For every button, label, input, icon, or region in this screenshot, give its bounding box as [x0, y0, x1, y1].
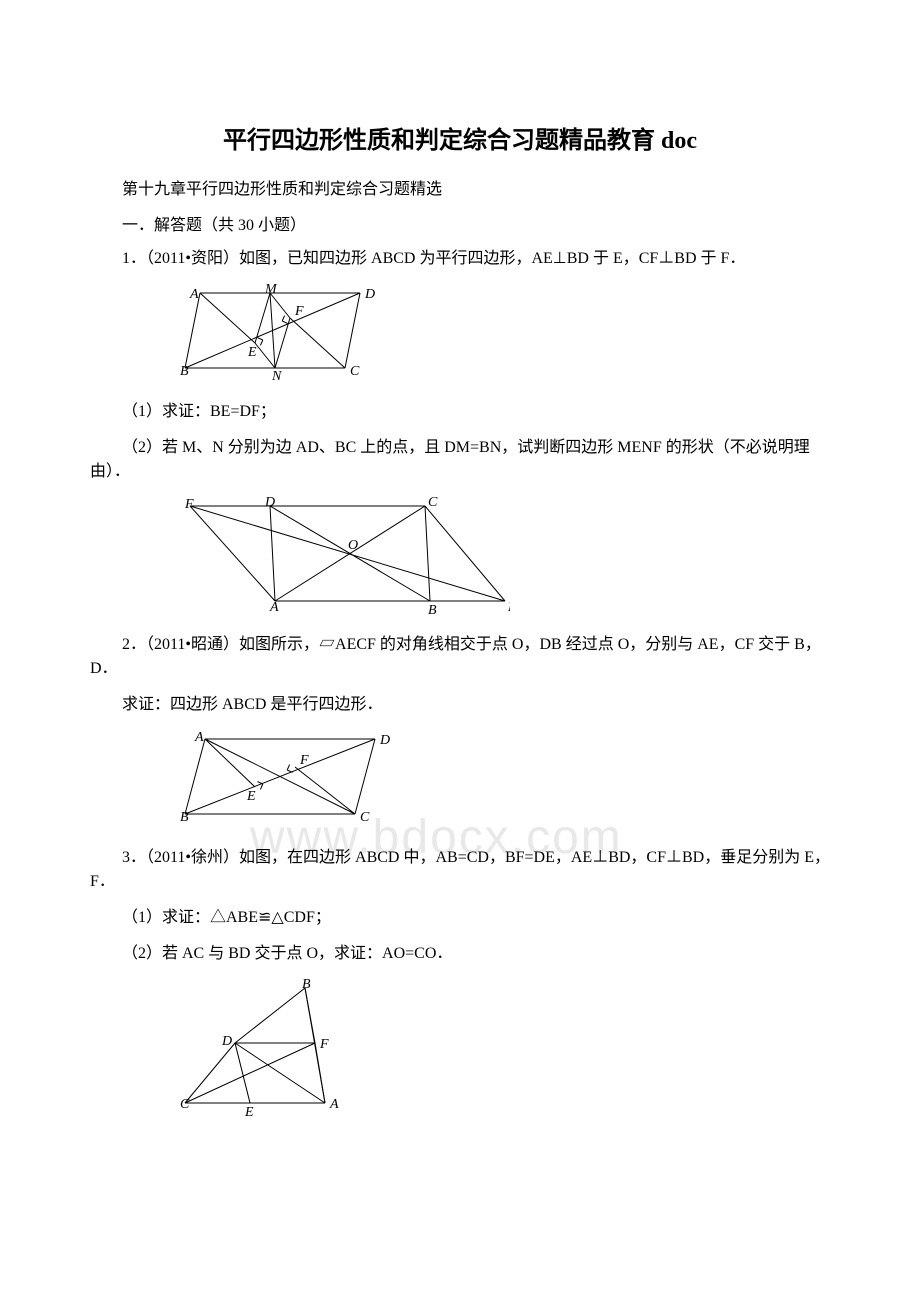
svg-text:N: N: [271, 369, 282, 383]
page-title: 平行四边形性质和判定综合习题精品教育 doc: [90, 120, 830, 155]
figure-1: A M D B N C E F: [180, 283, 830, 388]
svg-text:D: D: [364, 287, 375, 302]
problem-1-sub2: （2）若 M、N 分别为边 AD、BC 上的点，且 DM=BN，试判断四边形 M…: [90, 436, 830, 484]
svg-text:A: A: [194, 730, 204, 745]
figure-3: A D B C E F: [180, 729, 830, 834]
svg-text:M: M: [264, 283, 278, 297]
svg-text:C: C: [350, 364, 360, 379]
svg-text:C: C: [428, 496, 438, 510]
svg-text:A: A: [189, 287, 199, 302]
svg-text:O: O: [348, 538, 358, 553]
problem-3-sub1: （1）求证：△ABE≌△CDF；: [90, 906, 830, 930]
problem-1-sub1: （1）求证：BE=DF；: [90, 400, 830, 424]
svg-text:D: D: [221, 1034, 232, 1049]
svg-text:A: A: [269, 600, 279, 615]
svg-text:F: F: [299, 753, 309, 768]
svg-text:E: E: [247, 345, 257, 360]
problem-3-sub2: （2）若 AC 与 BD 交于点 O，求证：AO=CO．: [90, 942, 830, 966]
svg-text:B: B: [302, 978, 311, 992]
problem-1-text: 1．（2011•资阳）如图，已知四边形 ABCD 为平行四边形，AE⊥BD 于 …: [90, 247, 830, 271]
svg-text:E: E: [244, 1105, 254, 1118]
svg-text:F: F: [294, 304, 304, 319]
svg-text:D: D: [264, 496, 275, 510]
problem-2-text: 2．（2011•昭通）如图所示，▱AECF 的对角线相交于点 O，DB 经过点 …: [90, 633, 830, 681]
figure-2: F D C A B E O: [180, 496, 830, 621]
svg-text:C: C: [360, 810, 370, 825]
svg-text:C: C: [180, 1097, 190, 1112]
svg-text:F: F: [319, 1037, 329, 1052]
figure-4: B D F C E A: [180, 978, 830, 1123]
problem-3-text: 3．（2011•徐州）如图，在四边形 ABCD 中，AB=CD，BF=DE，AE…: [90, 846, 830, 894]
svg-text:B: B: [180, 364, 189, 379]
problem-2-sub1: 求证：四边形 ABCD 是平行四边形．: [90, 693, 830, 717]
section-label: 一．解答题（共 30 小题）: [90, 211, 830, 235]
svg-text:E: E: [246, 789, 256, 804]
svg-text:E: E: [507, 600, 510, 615]
svg-text:A: A: [329, 1097, 339, 1112]
svg-text:D: D: [379, 733, 390, 748]
chapter-subtitle: 第十九章平行四边形性质和判定综合习题精选: [90, 175, 830, 199]
svg-text:B: B: [428, 603, 437, 616]
svg-text:F: F: [184, 497, 194, 512]
svg-text:B: B: [180, 810, 189, 825]
